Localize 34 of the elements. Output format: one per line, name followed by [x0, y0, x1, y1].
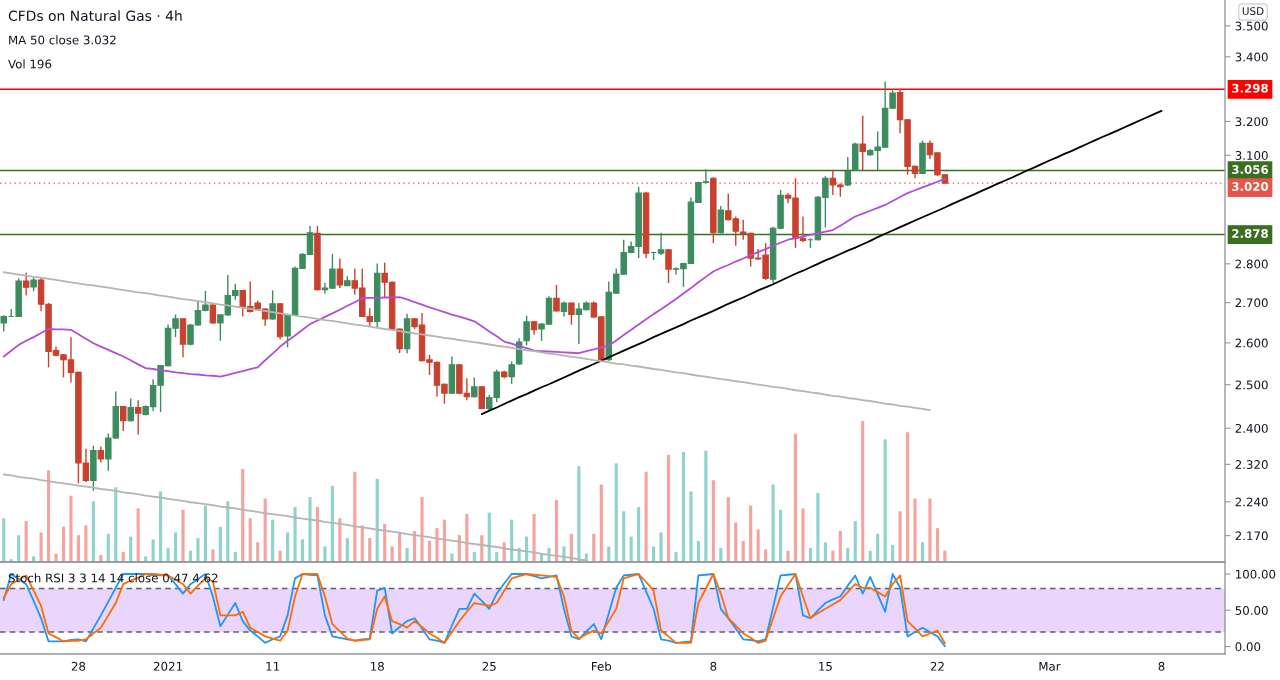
x-tick-label: 15: [819, 662, 832, 671]
y-tick-label: 3.500: [1235, 21, 1268, 31]
x-tick-label: 28: [71, 661, 86, 671]
y-tick-label: 2.170: [1235, 531, 1268, 541]
y-tick-label: 2.800: [1235, 259, 1268, 269]
text: CFDs on Natural Gas · 4h: [8, 10, 182, 22]
y-tick-label: 100.00: [1236, 569, 1276, 579]
y-tick-label: 50.00: [1235, 606, 1268, 615]
y-tick-label: 2.700: [1235, 298, 1268, 308]
x-tick-label: 2021: [153, 661, 182, 671]
x-tick-label: 22: [930, 661, 944, 671]
annotation: Vol 196: [8, 59, 52, 69]
x-tick-label: Mar: [1039, 662, 1061, 671]
y-tick-label: 0.00: [1235, 642, 1261, 652]
ref-line-label: 3.020: [1232, 182, 1269, 191]
ref-line-label: 2.878: [1232, 229, 1268, 238]
y-tick-label: 2.600: [1235, 338, 1268, 348]
ref-line-label: 3.056: [1232, 165, 1269, 174]
y-axis-title: USD: [1242, 7, 1264, 16]
x-tick-label: 8: [710, 661, 717, 671]
x-tick-label: 18: [371, 661, 384, 671]
x-tick-label: 8: [1158, 661, 1165, 671]
x-tick-label: 25: [482, 661, 496, 671]
annotation: MA 50 close 3.032: [9, 35, 116, 45]
x-tick-label: 11: [266, 662, 280, 671]
y-tick-label: 2.240: [1235, 497, 1268, 507]
y-tick-label: 3.400: [1235, 52, 1268, 62]
y-tick-label: 3.200: [1235, 117, 1268, 127]
y-tick-label: 3.100: [1235, 151, 1268, 160]
x-tick-label: Feb: [592, 661, 612, 671]
y-tick-label: 2.400: [1235, 423, 1268, 433]
y-tick-label: 2.500: [1235, 380, 1268, 390]
y-tick-label: 2.320: [1235, 460, 1268, 470]
ref-line-label: 3.298: [1232, 83, 1268, 93]
